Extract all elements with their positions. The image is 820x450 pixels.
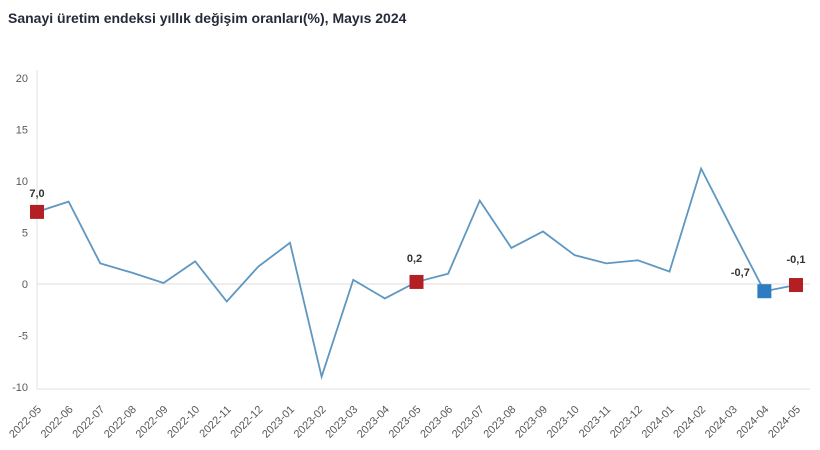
x-axis-tick-label: 2022-07 [70,404,107,441]
x-axis-tick-label: 2024-04 [734,404,771,441]
data-label-2024-04: -0,7 [731,267,750,279]
x-axis-tick-label: 2022-09 [134,404,171,441]
x-axis-tick-label: 2024-02 [671,404,708,441]
marker-2024-04 [757,284,772,299]
series-line [36,166,797,381]
y-axis-tick-label: 0 [22,279,28,291]
x-axis-tick-label: 2023-02 [292,404,329,441]
y-axis-tick-label: 10 [16,176,28,188]
x-axis-tick-label: 2022-10 [165,404,202,441]
x-axis-tick-label: 2023-05 [387,404,424,441]
y-axis-tick-label: -10 [12,382,28,394]
y-axis-tick-label: 15 [16,125,28,137]
x-axis-tick-label: 2022-11 [197,404,233,440]
x-axis-tick-label: 2023-01 [260,404,297,441]
x-axis-tick-label: 2024-03 [703,404,740,441]
x-axis-tick-label: 2024-05 [766,404,803,441]
x-axis-tick-label: 2022-08 [102,404,139,441]
x-axis-tick-label: 2023-08 [481,404,518,441]
marker-2022-05 [30,204,44,219]
x-axis-tick-label: 2023-06 [418,404,455,441]
x-axis-tick-label: 2024-01 [640,404,677,441]
y-axis-tick-label: 5 [22,228,28,240]
x-axis-tick-label: 2023-09 [513,404,550,441]
marker-2024-05 [789,278,803,293]
x-axis-tick-label: 2023-04 [355,404,392,441]
chart-title: Sanayi üretim endeksi yıllık değişim ora… [8,10,407,26]
marker-2023-05 [409,274,424,289]
y-axis-tick-label: -5 [18,331,28,343]
data-label-2024-05: -0,1 [787,254,806,266]
x-axis-tick-label: 2023-03 [323,404,360,441]
data-label-2023-05: 0,2 [407,253,422,265]
x-axis-tick-label: 2023-12 [608,404,645,441]
x-axis-tick-label: 2023-11 [577,404,613,440]
y-axis-tick-label: 20 [16,73,28,85]
x-axis-tick-label: 2023-10 [545,404,582,441]
x-axis-tick-label: 2023-07 [450,404,487,441]
data-label-2022-05: 7,0 [29,188,44,200]
x-axis-tick-label: 2022-06 [39,404,76,441]
x-axis-tick-label: 2022-12 [228,404,265,441]
x-axis-tick-label: 2022-05 [7,404,44,441]
